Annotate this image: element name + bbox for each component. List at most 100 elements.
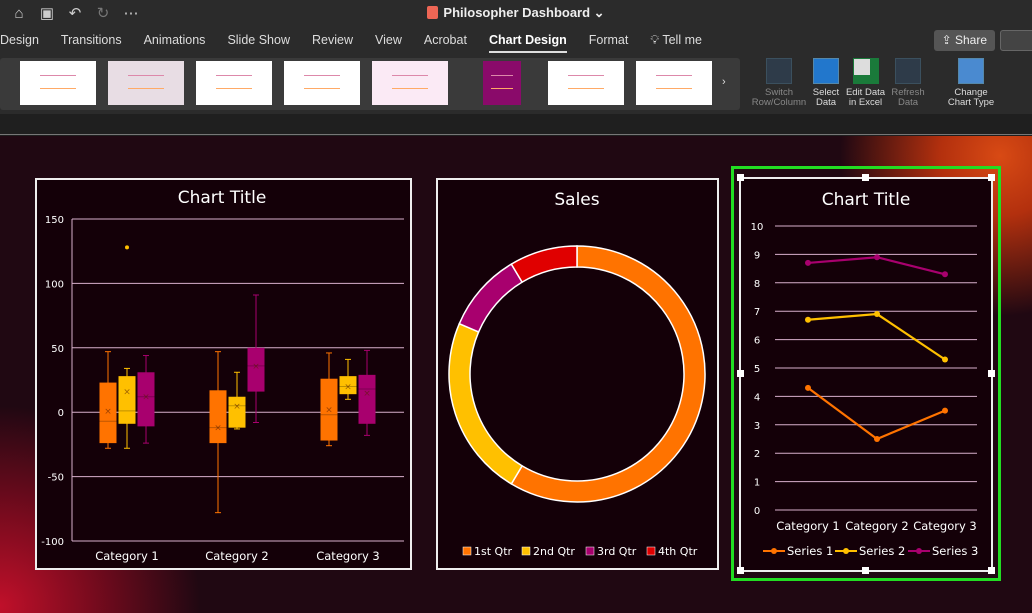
mean-marker: × <box>214 424 222 434</box>
ribbon-tabs: Design Transitions Animations Slide Show… <box>0 26 1032 54</box>
data-point <box>805 316 811 323</box>
chart-style-6[interactable] <box>483 61 521 105</box>
y-tick-label: 7 <box>754 307 760 318</box>
comments-button[interactable] <box>1000 30 1032 51</box>
edit-data-excel-button[interactable]: Edit Data in Excel <box>843 58 888 108</box>
mean-marker: × <box>104 407 112 417</box>
resize-handle[interactable] <box>988 174 995 181</box>
y-tick-label: 9 <box>754 250 760 261</box>
resize-handle[interactable] <box>737 567 744 574</box>
resize-handle[interactable] <box>862 567 869 574</box>
window-title: Philosopher Dashboard ⌄ <box>0 5 1032 21</box>
data-point <box>805 259 811 266</box>
data-point <box>874 311 880 318</box>
series-line <box>807 386 946 441</box>
tab-acrobat[interactable]: Acrobat <box>423 33 467 47</box>
tab-review[interactable]: Review <box>311 33 353 47</box>
data-point <box>942 356 948 363</box>
legend-label: Series 3 <box>932 544 978 558</box>
share-button[interactable]: ⇪ Share <box>933 30 995 51</box>
tab-chart-design[interactable]: Chart Design <box>488 33 567 53</box>
tab-transitions[interactable]: Transitions <box>60 33 122 47</box>
series-line <box>807 312 946 361</box>
title-bar: ⌂ ▣ ↶ ↻ ⋯ Philosopher Dashboard ⌄ <box>0 0 1032 26</box>
chart-style-2[interactable] <box>108 61 184 105</box>
y-tick-label: 1 <box>754 478 760 489</box>
tab-design[interactable]: Design <box>0 33 39 47</box>
legend-label: Series 2 <box>859 544 905 558</box>
line-chart-title: Chart Title <box>822 190 911 210</box>
gallery-next-icon[interactable]: › <box>722 76 726 88</box>
legend-swatch <box>462 546 472 556</box>
box <box>99 382 117 444</box>
tab-tell-me[interactable]: 💡︎ Tell me <box>650 32 702 47</box>
box <box>137 372 155 427</box>
legend-marker <box>843 548 849 554</box>
redo-icon[interactable]: ↻ <box>96 5 110 22</box>
box <box>209 390 227 444</box>
x-tick-label: Category 2 <box>845 519 909 533</box>
chart-style-7[interactable] <box>548 61 624 105</box>
refresh-icon <box>895 58 921 84</box>
donut-slice <box>458 263 524 333</box>
data-point <box>942 407 948 414</box>
box-chart-title: Chart Title <box>178 188 267 208</box>
change-chart-type-button[interactable]: Change Chart Type <box>942 58 1000 108</box>
y-tick-label: 3 <box>754 421 760 432</box>
donut-slice <box>510 245 578 284</box>
chart-style-4[interactable] <box>284 61 360 105</box>
tab-view[interactable]: View <box>374 33 402 47</box>
box-whisker-chart[interactable] <box>35 178 412 570</box>
legend-label: Series 1 <box>787 544 833 558</box>
mean-marker: × <box>325 406 333 416</box>
outlier-point <box>125 245 129 250</box>
chart-style-3[interactable] <box>196 61 272 105</box>
switch-row-column-button[interactable]: Switch Row/Column <box>750 58 808 108</box>
y-tick-label: -50 <box>48 473 64 484</box>
ruler-strip <box>0 114 1032 135</box>
tab-format[interactable]: Format <box>588 33 629 47</box>
undo-icon[interactable]: ↶ <box>68 5 82 22</box>
x-tick-label: Category 2 <box>205 549 269 563</box>
more-icon[interactable]: ⋯ <box>123 5 139 22</box>
legend-swatch <box>585 546 595 556</box>
save-icon[interactable]: ▣ <box>39 5 55 22</box>
box <box>228 396 246 428</box>
x-tick-label: Category 3 <box>913 519 977 533</box>
legend-label: 3rd Qtr <box>597 545 637 558</box>
data-point <box>874 436 880 442</box>
chart-styles-gallery: › <box>0 58 740 110</box>
tab-slide-show[interactable]: Slide Show <box>227 33 290 47</box>
y-tick-label: 8 <box>754 279 760 290</box>
sales-donut-chart[interactable] <box>436 178 719 570</box>
mean-marker: × <box>344 382 352 392</box>
resize-handle[interactable] <box>862 174 869 181</box>
mean-marker: × <box>123 388 131 398</box>
select-data-button[interactable]: Select Data <box>810 58 842 108</box>
mean-marker: × <box>233 402 241 412</box>
home-icon[interactable]: ⌂ <box>14 4 24 22</box>
y-tick-label: 5 <box>754 364 760 375</box>
legend-swatch <box>646 546 656 556</box>
bar-chart-icon <box>958 58 984 84</box>
powerpoint-icon <box>427 6 439 19</box>
y-tick-label: 0 <box>58 408 64 419</box>
data-point <box>805 384 811 391</box>
y-tick-label: 100 <box>45 279 64 290</box>
resize-handle[interactable] <box>988 567 995 574</box>
x-tick-label: Category 1 <box>776 519 840 533</box>
chart-style-5[interactable] <box>372 61 448 105</box>
chart-style-8[interactable] <box>636 61 712 105</box>
tab-animations[interactable]: Animations <box>143 33 206 47</box>
line-chart[interactable] <box>739 177 993 572</box>
resize-handle[interactable] <box>988 370 995 377</box>
select-data-icon <box>813 58 839 84</box>
resize-handle[interactable] <box>737 370 744 377</box>
legend-label: 1st Qtr <box>474 545 513 558</box>
box <box>118 376 136 424</box>
resize-handle[interactable] <box>737 174 744 181</box>
y-tick-label: 150 <box>45 215 64 226</box>
y-tick-label: 6 <box>754 336 760 347</box>
refresh-data-button[interactable]: Refresh Data <box>888 58 928 108</box>
chart-style-1[interactable] <box>20 61 96 105</box>
